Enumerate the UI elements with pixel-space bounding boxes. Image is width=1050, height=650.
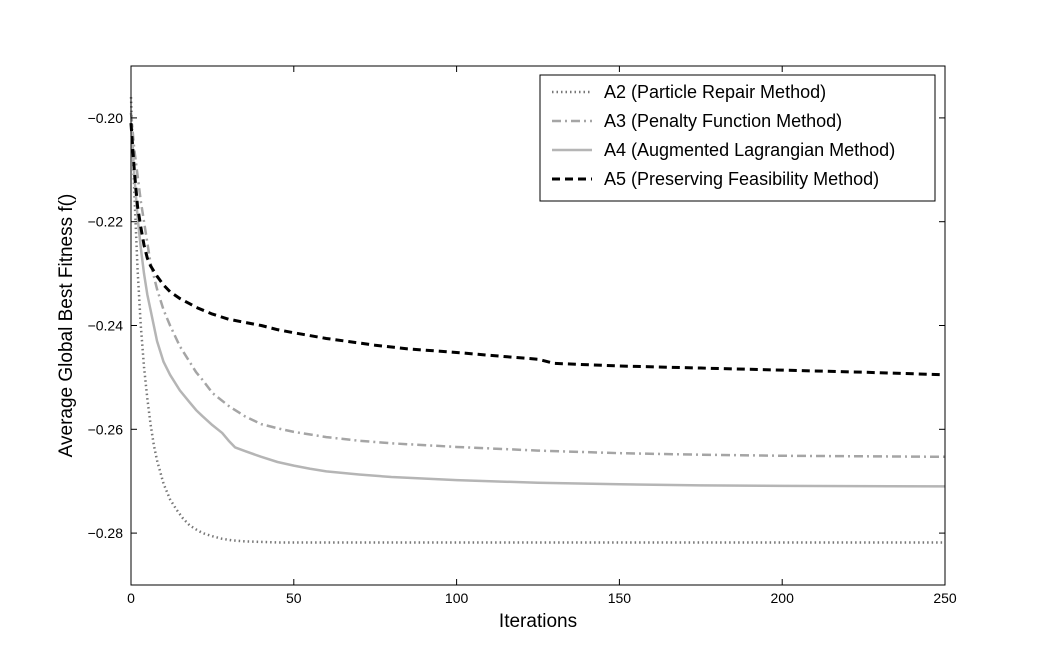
x-tick-label: 150: [608, 590, 632, 606]
x-tick-label: 50: [286, 590, 302, 606]
legend-label-4: A5 (Preserving Feasibility Method): [604, 169, 879, 189]
y-tick-label: −0.20: [88, 110, 124, 126]
legend-label-3: A4 (Augmented Lagrangian Method): [604, 140, 895, 160]
x-tick-label: 250: [933, 590, 957, 606]
legend-label-2: A3 (Penalty Function Method): [604, 111, 842, 131]
y-tick-label: −0.22: [88, 214, 124, 230]
x-tick-label: 200: [771, 590, 795, 606]
legend-box: [539, 74, 936, 202]
x-tick-label: 0: [127, 590, 135, 606]
y-tick-label: −0.28: [88, 525, 124, 541]
legend: A2 (Particle Repair Method) A3 (Penalty F…: [539, 74, 936, 202]
x-axis-label: Iterations: [499, 611, 577, 632]
y-tick-label: −0.26: [88, 421, 124, 437]
x-tick-label: 100: [445, 590, 469, 606]
legend-label-1: A2 (Particle Repair Method): [604, 82, 826, 102]
y-axis-label: Average Global Best Fitness f(): [56, 194, 77, 458]
series-line-4: [129, 122, 946, 377]
series-line-2: [129, 112, 946, 459]
series-layer: [129, 97, 946, 544]
series-line-1: [129, 97, 945, 544]
y-tick-label: −0.24: [88, 318, 124, 334]
ticks-layer: 0 50 100 150 200 250 −0.28 −0.26 −0.24 −0.22 −0.20: [88, 66, 957, 606]
series-line-3: [129, 123, 946, 488]
